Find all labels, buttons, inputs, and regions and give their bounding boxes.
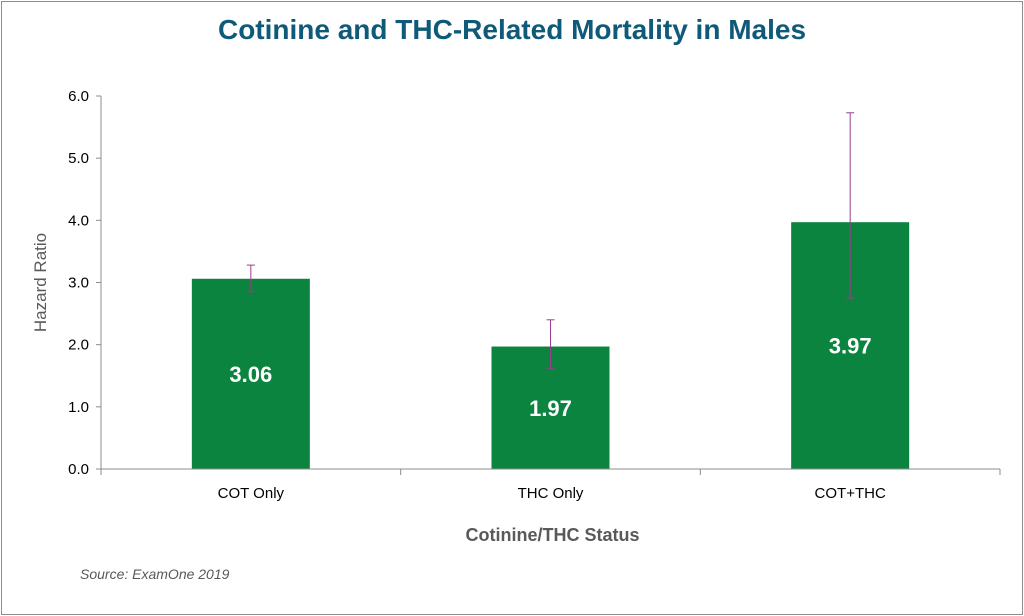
y-tick-label: 4.0 bbox=[68, 212, 89, 229]
source-note: Source: ExamOne 2019 bbox=[80, 566, 230, 582]
x-tick-label: COT Only bbox=[218, 485, 285, 502]
data-label: 3.97 bbox=[829, 334, 872, 359]
chart-title: Cotinine and THC-Related Mortality in Ma… bbox=[217, 14, 807, 45]
x-tick-label: COT+THC bbox=[815, 485, 886, 502]
data-label: 3.06 bbox=[229, 362, 272, 387]
y-tick-label: 6.0 bbox=[68, 88, 89, 105]
x-tick-label: THC Only bbox=[518, 485, 584, 502]
bar bbox=[191, 278, 310, 469]
data-label: 1.97 bbox=[529, 396, 572, 421]
x-axis-title: Cotinine/THC Status bbox=[466, 525, 640, 545]
y-tick-label: 5.0 bbox=[68, 150, 89, 167]
y-axis-title: Hazard Ratio bbox=[31, 233, 50, 332]
y-tick-label: 0.0 bbox=[68, 461, 89, 478]
y-tick-label: 3.0 bbox=[68, 275, 89, 292]
y-tick-label: 1.0 bbox=[68, 399, 89, 416]
y-tick-label: 2.0 bbox=[68, 337, 89, 354]
